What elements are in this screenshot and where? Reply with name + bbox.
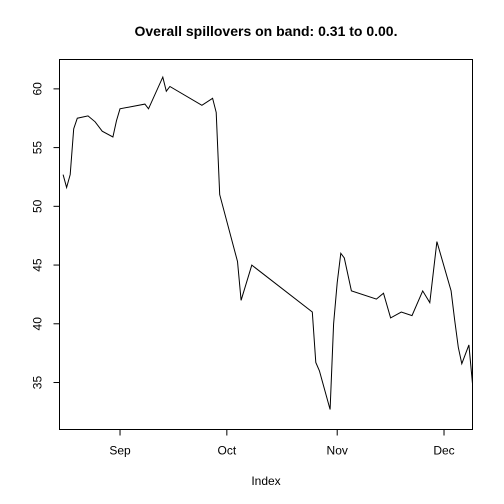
x-tick-label-nov: Nov [327,444,348,458]
y-axis: 35 40 45 50 55 60 [31,82,60,389]
plot-frame [59,59,473,430]
y-tick-label-35: 35 [31,376,45,390]
x-tick-label-sep: Sep [109,444,131,458]
series-line-0 [62,75,473,410]
y-tick-label-55: 55 [31,141,45,155]
x-axis: Sep Oct Nov Dec [109,429,455,458]
y-tick-label-45: 45 [31,258,45,272]
chart-title: Overall spillovers on band: 0.31 to 0.00… [135,23,398,39]
y-tick-label-60: 60 [31,82,45,96]
x-axis-label: Index [251,474,280,488]
y-tick-label-40: 40 [31,317,45,331]
x-tick-label-dec: Dec [433,444,454,458]
x-tick-label-oct: Oct [218,444,237,458]
y-tick-label-50: 50 [31,199,45,213]
series-layer [62,75,473,410]
